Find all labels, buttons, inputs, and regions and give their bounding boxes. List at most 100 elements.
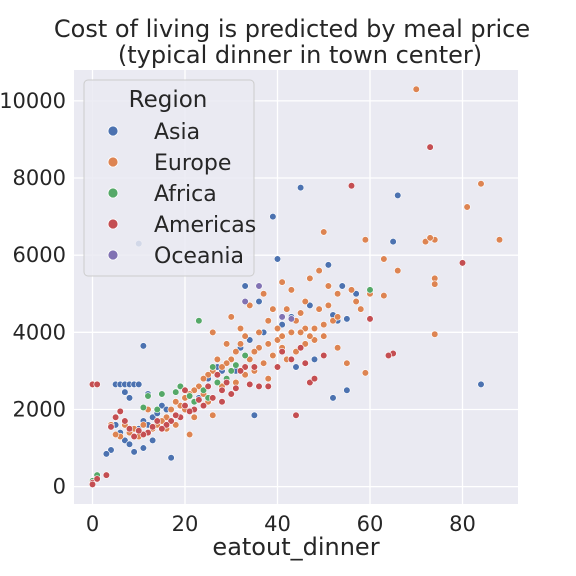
point-africa bbox=[209, 363, 217, 371]
y-tick-label: 2000 bbox=[13, 397, 66, 421]
point-asia bbox=[139, 342, 147, 350]
point-americas bbox=[347, 182, 356, 190]
point-asia bbox=[130, 448, 138, 456]
point-europe bbox=[273, 336, 282, 344]
point-europe bbox=[310, 324, 319, 333]
point-africa bbox=[158, 390, 166, 398]
point-americas bbox=[125, 425, 134, 433]
point-europe bbox=[264, 317, 272, 325]
point-americas bbox=[236, 367, 245, 375]
point-oceania bbox=[241, 297, 249, 306]
point-europe bbox=[264, 375, 272, 383]
point-europe bbox=[199, 375, 208, 383]
point-americas bbox=[195, 396, 203, 404]
point-europe bbox=[431, 330, 439, 338]
legend-label-africa: Africa bbox=[154, 182, 217, 207]
point-africa bbox=[213, 378, 221, 387]
point-americas bbox=[232, 384, 240, 392]
point-asia bbox=[125, 440, 134, 448]
point-africa bbox=[139, 403, 147, 412]
x-axis-label: eatout_dinner bbox=[212, 533, 379, 561]
point-americas bbox=[88, 480, 97, 488]
point-asia bbox=[107, 446, 115, 454]
point-europe bbox=[190, 386, 198, 394]
point-americas bbox=[278, 348, 286, 356]
point-asia bbox=[241, 282, 249, 290]
point-asia bbox=[149, 413, 157, 421]
point-europe bbox=[172, 421, 180, 429]
point-europe bbox=[324, 301, 332, 309]
point-europe bbox=[139, 421, 147, 429]
point-europe bbox=[297, 328, 305, 336]
y-tick-label: 6000 bbox=[13, 243, 66, 267]
point-europe bbox=[292, 348, 300, 356]
point-europe bbox=[324, 282, 332, 290]
point-americas bbox=[306, 378, 314, 387]
point-europe bbox=[357, 305, 365, 313]
point-americas bbox=[366, 315, 374, 323]
point-americas bbox=[93, 475, 101, 483]
point-asia bbox=[167, 454, 175, 462]
point-oceania bbox=[287, 315, 295, 323]
x-tick-labels: 0 20 40 60 80 bbox=[86, 512, 476, 536]
point-europe bbox=[246, 355, 254, 363]
point-europe bbox=[320, 321, 328, 329]
point-americas bbox=[287, 355, 295, 363]
x-tick-label: 80 bbox=[449, 512, 476, 536]
point-europe bbox=[269, 351, 277, 360]
legend: Region Asia Europe Africa Americas Oceania bbox=[83, 79, 256, 277]
point-europe bbox=[246, 301, 254, 309]
point-europe bbox=[315, 305, 323, 313]
point-europe bbox=[172, 398, 180, 406]
point-asia bbox=[292, 363, 300, 371]
point-americas bbox=[301, 359, 309, 367]
point-asia bbox=[306, 301, 314, 309]
point-europe bbox=[186, 430, 194, 439]
point-americas bbox=[250, 363, 258, 371]
point-americas bbox=[162, 421, 171, 429]
x-tick-label: 0 bbox=[86, 512, 99, 536]
point-europe bbox=[334, 344, 342, 352]
point-europe bbox=[223, 340, 231, 348]
point-americas bbox=[218, 398, 226, 406]
point-europe bbox=[421, 238, 430, 246]
point-europe bbox=[361, 369, 369, 377]
point-americas bbox=[153, 417, 161, 425]
point-americas bbox=[167, 417, 175, 425]
point-europe bbox=[213, 355, 221, 363]
point-americas bbox=[310, 375, 319, 383]
point-americas bbox=[320, 351, 328, 360]
point-americas bbox=[204, 382, 212, 390]
point-americas bbox=[149, 423, 157, 431]
point-europe bbox=[190, 413, 198, 421]
point-europe bbox=[273, 324, 282, 333]
y-tick-label: 4000 bbox=[13, 320, 66, 344]
x-tick-label: 20 bbox=[172, 512, 199, 536]
point-africa bbox=[172, 388, 180, 396]
point-asia bbox=[102, 450, 110, 458]
point-americas bbox=[93, 380, 101, 389]
point-americas bbox=[292, 411, 300, 419]
point-americas bbox=[218, 386, 226, 394]
point-europe bbox=[361, 236, 369, 244]
point-asia bbox=[352, 290, 360, 298]
point-africa bbox=[176, 382, 184, 390]
point-americas bbox=[181, 386, 189, 394]
point-europe bbox=[204, 371, 212, 379]
legend-marker-europe bbox=[107, 156, 119, 168]
point-asia bbox=[246, 336, 254, 344]
legend-items: Asia Europe Africa Americas Oceania bbox=[107, 120, 256, 269]
point-americas bbox=[264, 382, 272, 390]
point-europe bbox=[477, 180, 485, 188]
point-europe bbox=[260, 290, 268, 298]
point-europe bbox=[380, 292, 388, 300]
point-europe bbox=[264, 340, 272, 348]
point-europe bbox=[227, 313, 235, 321]
point-africa bbox=[186, 392, 194, 400]
point-europe bbox=[320, 332, 328, 340]
point-europe bbox=[236, 340, 245, 348]
legend-label-europe: Europe bbox=[154, 151, 231, 176]
point-americas bbox=[135, 427, 143, 435]
point-americas bbox=[107, 423, 115, 431]
